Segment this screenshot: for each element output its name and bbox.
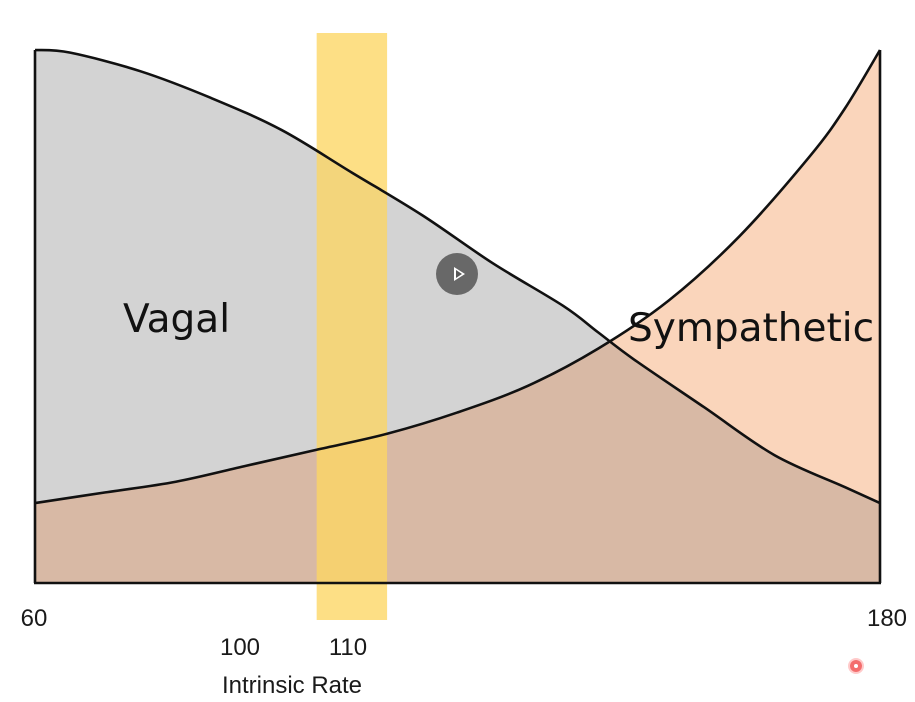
overlap-area: [35, 343, 880, 583]
x-tick-180: 180: [867, 605, 907, 632]
x-axis-label: Intrinsic Rate: [222, 672, 362, 699]
vagal-curve: [34, 48, 881, 505]
cursor-dot-icon: [850, 660, 862, 672]
play-icon: [453, 267, 465, 281]
sympathetic-curve: [34, 49, 882, 505]
band-tick-110: 110: [329, 634, 367, 661]
band-tick-100: 100: [220, 634, 260, 661]
play-button[interactable]: [436, 253, 478, 295]
vagal-label: Vagal: [123, 297, 230, 342]
sympathetic-label: Sympathetic: [628, 306, 874, 351]
x-tick-60: 60: [21, 605, 48, 632]
intrinsic-rate-band: [316, 33, 388, 620]
